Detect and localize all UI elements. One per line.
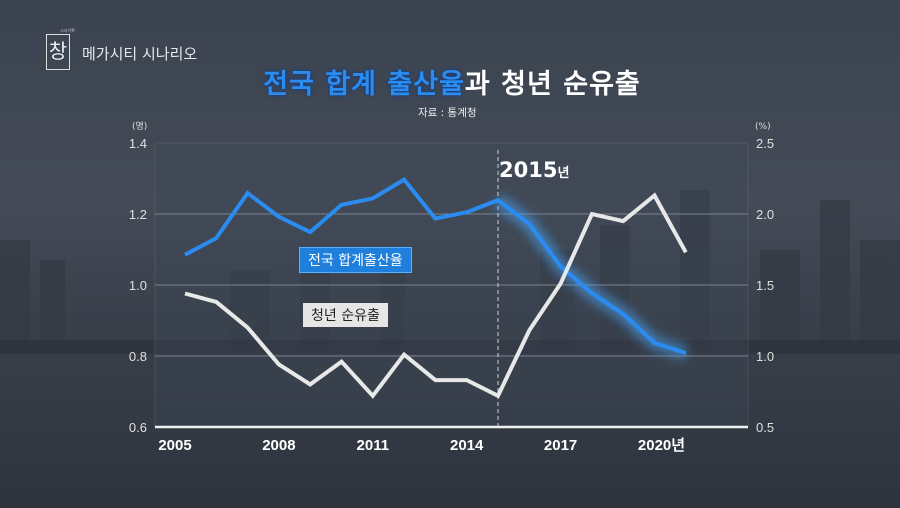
x-tick-label: 2011 <box>357 437 390 454</box>
x-tick-label: 2020년 <box>638 437 685 454</box>
title-blue-part: 전국 합계 출산율 <box>263 69 465 100</box>
program-logo: 창 <box>46 34 70 70</box>
right-axis-unit: (%) <box>755 122 771 132</box>
logo-subtitle: 시사기획 <box>60 28 75 33</box>
left-tick-label: 0.6 <box>129 420 147 435</box>
program-title: 메가시티 시나리오 <box>82 45 198 63</box>
annotation-year: 2015 <box>499 158 558 182</box>
title-white-part: 과 청년 순유출 <box>464 69 641 100</box>
youth-outflow-line <box>184 192 688 399</box>
right-tick-label: 1.0 <box>756 349 774 364</box>
left-tick-label: 0.8 <box>129 349 147 364</box>
x-tick-label: 2014 <box>450 437 484 454</box>
x-tick-label: 2008 <box>262 437 295 454</box>
source-note: 자료 : 통계청 <box>418 107 477 119</box>
annotation-suffix: 년 <box>557 166 570 181</box>
right-tick-label: 2.0 <box>756 207 774 222</box>
chart-title: 전국 합계 출산율과 청년 순유출 <box>0 62 900 101</box>
legend-callout-youth-outflow: 청년 순유출 <box>303 303 388 327</box>
right-tick-label: 0.5 <box>756 420 774 435</box>
right-tick-label: 1.5 <box>756 278 774 293</box>
fertility-rate-line <box>184 176 687 356</box>
left-tick-label: 1.0 <box>129 278 147 293</box>
left-tick-label: 1.4 <box>129 136 147 151</box>
left-axis-unit: (명) <box>132 121 147 132</box>
x-tick-label: 2005 <box>158 437 191 454</box>
legend-callout-fertility: 전국 합계출산율 <box>299 247 412 273</box>
x-tick-label: 2017 <box>544 437 577 454</box>
right-tick-label: 2.5 <box>756 136 774 151</box>
annotation-2015: 2015년 <box>499 158 569 182</box>
left-tick-label: 1.2 <box>129 207 147 222</box>
